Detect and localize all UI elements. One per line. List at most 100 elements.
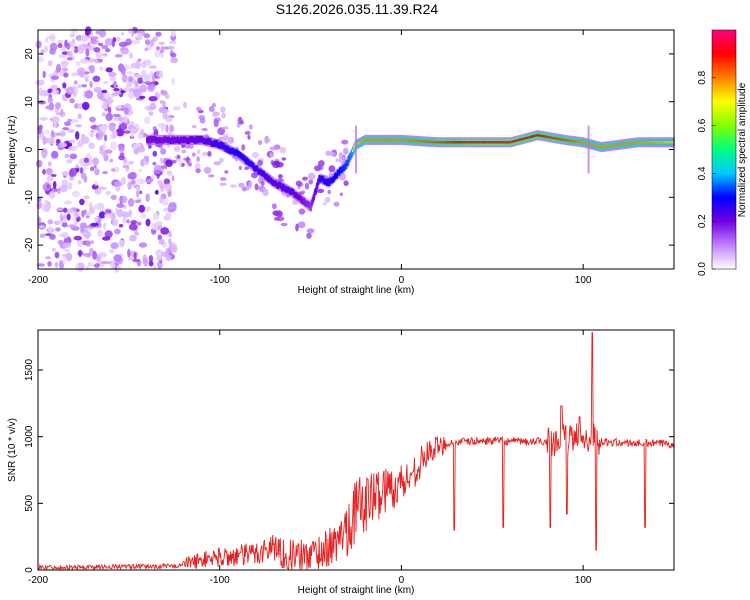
noise-blob [251,172,258,179]
noise-blob [64,121,72,126]
noise-blob [213,161,222,166]
signal-peak [611,144,614,147]
noise-blob [278,174,283,179]
noise-blob [94,180,98,186]
snr-x-tick-label: 100 [575,575,592,586]
noise-blob [169,124,175,133]
noise-blob [105,149,113,154]
noise-blob [161,198,169,206]
noise-blob [58,54,67,58]
noise-blob [126,219,130,224]
noise-blob [220,177,227,181]
noise-blob [88,156,93,166]
noise-blob [88,142,95,149]
noise-blob [90,240,95,245]
noise-blob [93,216,99,222]
noise-blob [281,157,287,161]
signal-core [232,148,235,155]
noise-blob [102,101,108,110]
noise-blob [104,213,113,219]
noise-blob [121,31,125,36]
noise-blob [130,179,136,185]
signal-peak [594,144,597,147]
signal-core [172,137,175,144]
noise-blob [187,162,192,167]
noise-blob [89,206,95,214]
noise-blob [149,102,157,111]
noise-blob [219,182,227,186]
noise-blob [103,222,107,231]
noise-blob [36,159,43,168]
noise-blob [127,71,134,75]
noise-blob [60,108,64,116]
noise-blob [69,33,76,38]
noise-blob [213,119,219,128]
signal-core [245,158,248,165]
snr-y-ticks: 0 500 1000 1500 [24,358,674,573]
noise-blob [71,72,79,77]
signal-core [160,137,163,144]
noise-blob [75,61,81,67]
signal-peak [533,134,536,138]
signal-peak [623,142,626,146]
noise-blob [139,84,148,93]
noise-blob [103,80,109,85]
noise-blob [62,127,70,131]
noise-blob [171,175,175,182]
noise-blob [152,150,158,157]
noise-blob [123,130,131,134]
noise-blob [322,202,328,206]
noise-blob [163,207,169,212]
noise-blob [81,210,85,218]
noise-blob [112,113,122,117]
noise-blob [248,124,253,130]
noise-blob [143,33,151,39]
noise-blob [60,46,66,52]
signal-core [202,138,205,144]
noise-blob [201,152,210,156]
noise-blob [82,101,90,110]
noise-blob [133,148,139,155]
noise-blob [335,158,339,162]
noise-blob [46,175,54,182]
noise-blob [95,50,103,60]
noise-blob [120,90,126,94]
noise-blob [168,171,172,177]
noise-blob [272,160,281,169]
spectrogram-streak [587,125,590,174]
noise-blob [328,165,336,173]
noise-blob [36,201,42,210]
noise-blob [163,178,171,185]
noise-blob [144,39,151,45]
signal-core [317,178,320,185]
noise-blob [111,168,116,172]
signal-peak [582,141,585,144]
noise-blob [49,42,58,52]
noise-blob [162,100,167,109]
noise-blob [104,230,113,239]
noise-blob [262,188,269,196]
noise-blob [45,129,50,135]
noise-blob [194,163,201,170]
noise-blob [297,221,306,229]
noise-blob [149,82,156,91]
noise-blob [82,253,92,257]
noise-blob [140,69,147,78]
signal-peak [599,145,602,149]
noise-blob [157,123,166,128]
noise-blob [56,207,64,212]
noise-blob [160,165,167,169]
spectrogram-y-tick-label: -10 [24,190,35,205]
signal-core [190,136,193,142]
noise-blob [38,100,46,105]
spectrogram-marks [35,26,675,273]
noise-blob [155,31,162,37]
noise-blob [208,106,215,112]
noise-blob [71,38,76,43]
noise-blob [196,106,202,112]
noise-blob [103,186,107,191]
noise-blob [152,126,157,131]
noise-blob [107,97,112,106]
noise-blob [155,249,164,258]
